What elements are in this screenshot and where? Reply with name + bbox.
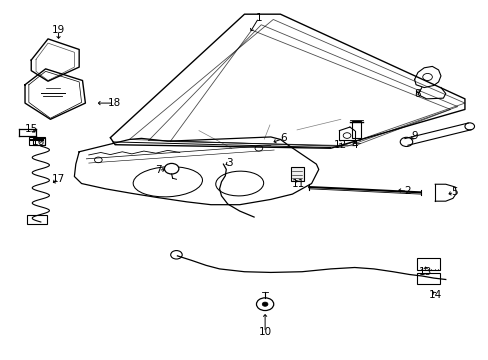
Circle shape <box>94 157 102 163</box>
Text: 11: 11 <box>291 179 304 189</box>
Text: 17: 17 <box>52 174 65 184</box>
Text: 18: 18 <box>107 98 121 108</box>
Text: 4: 4 <box>351 140 357 150</box>
Text: 10: 10 <box>258 327 271 337</box>
Circle shape <box>399 137 412 147</box>
Circle shape <box>170 251 182 259</box>
Text: 3: 3 <box>225 158 232 168</box>
Text: 1: 1 <box>255 13 262 23</box>
Text: 5: 5 <box>450 187 457 197</box>
Circle shape <box>255 145 262 151</box>
Text: 7: 7 <box>155 165 161 175</box>
Text: 13: 13 <box>418 267 431 277</box>
Text: 8: 8 <box>414 89 421 99</box>
Text: 14: 14 <box>427 290 441 300</box>
FancyBboxPatch shape <box>290 167 304 181</box>
Circle shape <box>464 123 473 130</box>
Text: 15: 15 <box>24 124 38 134</box>
Circle shape <box>343 133 350 138</box>
Text: 12: 12 <box>333 140 346 150</box>
Text: 16: 16 <box>32 137 45 147</box>
Circle shape <box>164 163 179 174</box>
Text: 6: 6 <box>280 133 286 143</box>
Text: 19: 19 <box>52 25 65 35</box>
Circle shape <box>422 73 431 81</box>
Circle shape <box>256 298 273 311</box>
Circle shape <box>262 302 267 306</box>
Text: 2: 2 <box>403 186 410 196</box>
Text: 9: 9 <box>410 131 417 141</box>
